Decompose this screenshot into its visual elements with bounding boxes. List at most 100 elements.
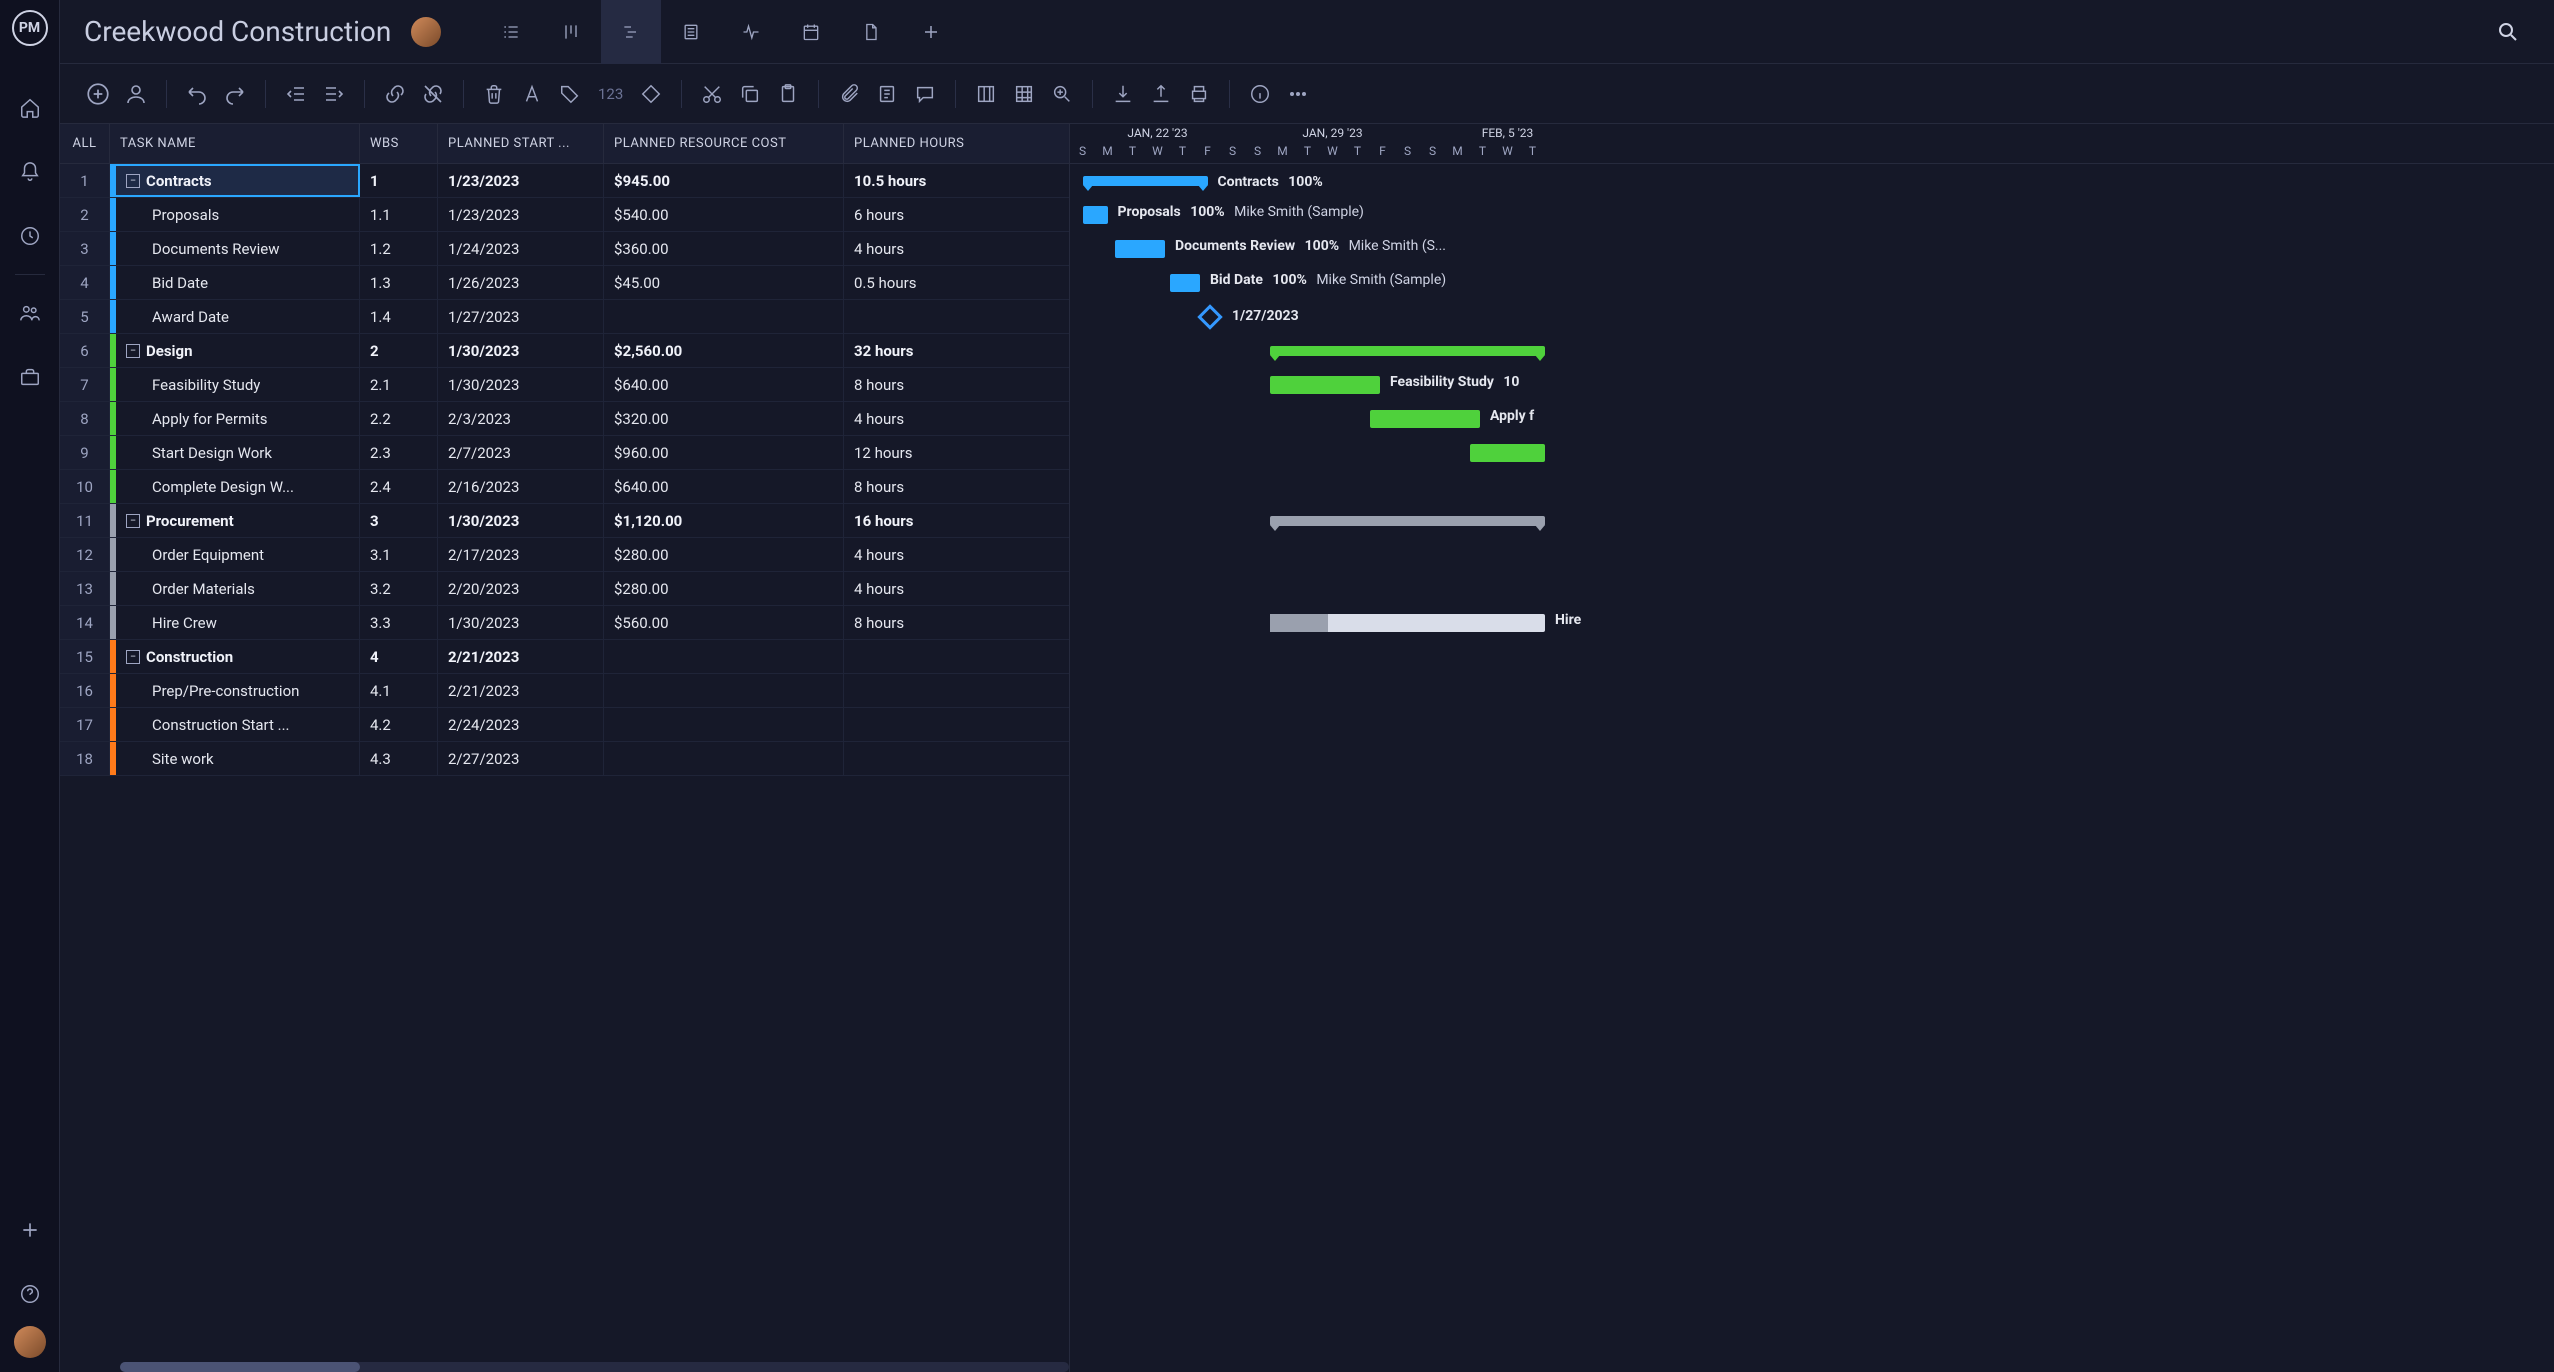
wbs-cell[interactable]: 2.1 <box>360 368 438 401</box>
start-date-cell[interactable]: 2/17/2023 <box>438 538 604 571</box>
start-date-cell[interactable]: 1/23/2023 <box>438 198 604 231</box>
task-row[interactable]: 6−Design21/30/2023$2,560.0032 hours <box>60 334 1069 368</box>
gantt-row[interactable] <box>1070 470 2554 504</box>
task-row[interactable]: 8Apply for Permits2.22/3/2023$320.004 ho… <box>60 402 1069 436</box>
task-name-cell[interactable]: Apply for Permits <box>110 402 360 435</box>
task-name-cell[interactable]: −Procurement <box>110 504 360 537</box>
collapse-toggle-icon[interactable]: − <box>126 174 140 188</box>
task-row[interactable]: 1−Contracts11/23/2023$945.0010.5 hours <box>60 164 1069 198</box>
col-hours[interactable]: PLANNED HOURS <box>844 124 1004 163</box>
gantt-task-bar[interactable] <box>1470 444 1545 462</box>
task-name-cell[interactable]: Proposals <box>110 198 360 231</box>
print-icon[interactable] <box>1185 80 1213 108</box>
cost-cell[interactable] <box>604 300 844 333</box>
task-row[interactable]: 9Start Design Work2.32/7/2023$960.0012 h… <box>60 436 1069 470</box>
grid-horizontal-scrollbar[interactable] <box>120 1362 1069 1372</box>
cost-cell[interactable]: $360.00 <box>604 232 844 265</box>
gantt-row[interactable]: Hire <box>1070 606 2554 640</box>
hours-cell[interactable]: 8 hours <box>844 606 1004 639</box>
paste-icon[interactable] <box>774 80 802 108</box>
person-icon[interactable] <box>122 80 150 108</box>
columns-icon[interactable] <box>972 80 1000 108</box>
hours-cell[interactable] <box>844 674 1004 707</box>
view-tab-sheet-icon[interactable] <box>661 0 721 64</box>
comment-icon[interactable] <box>911 80 939 108</box>
task-name-cell[interactable]: −Design <box>110 334 360 367</box>
trash-icon[interactable] <box>480 80 508 108</box>
more-icon[interactable] <box>1284 80 1312 108</box>
redo-icon[interactable] <box>221 80 249 108</box>
view-tab-board-icon[interactable] <box>541 0 601 64</box>
link-icon[interactable] <box>381 80 409 108</box>
collapse-toggle-icon[interactable]: − <box>126 650 140 664</box>
task-name-cell[interactable]: −Contracts <box>110 164 360 197</box>
task-row[interactable]: 10Complete Design W...2.42/16/2023$640.0… <box>60 470 1069 504</box>
start-date-cell[interactable]: 1/30/2023 <box>438 606 604 639</box>
cost-cell[interactable]: $320.00 <box>604 402 844 435</box>
gantt-task-bar[interactable]: Hire <box>1270 614 1545 632</box>
task-name-cell[interactable]: Bid Date <box>110 266 360 299</box>
task-name-cell[interactable]: Site work <box>110 742 360 775</box>
export-icon[interactable] <box>1147 80 1175 108</box>
import-icon[interactable] <box>1109 80 1137 108</box>
start-date-cell[interactable]: 2/27/2023 <box>438 742 604 775</box>
cost-cell[interactable] <box>604 674 844 707</box>
gantt-row[interactable]: Documents Review 100% Mike Smith (S... <box>1070 232 2554 266</box>
gantt-row[interactable]: Contracts 100% <box>1070 164 2554 198</box>
wbs-cell[interactable]: 2 <box>360 334 438 367</box>
gantt-row[interactable] <box>1070 334 2554 368</box>
gantt-row[interactable]: 1/27/2023 <box>1070 300 2554 334</box>
hours-cell[interactable] <box>844 300 1004 333</box>
hours-cell[interactable]: 4 hours <box>844 538 1004 571</box>
cost-cell[interactable]: $640.00 <box>604 470 844 503</box>
wbs-cell[interactable]: 1.3 <box>360 266 438 299</box>
task-row[interactable]: 14Hire Crew3.31/30/2023$560.008 hours <box>60 606 1069 640</box>
view-tab-activity-icon[interactable] <box>721 0 781 64</box>
gantt-summary-bar[interactable] <box>1270 516 1545 526</box>
task-name-cell[interactable]: Construction Start ... <box>110 708 360 741</box>
task-name-cell[interactable]: Prep/Pre-construction <box>110 674 360 707</box>
help-icon[interactable] <box>18 1282 42 1306</box>
task-row[interactable]: 17Construction Start ...4.22/24/2023 <box>60 708 1069 742</box>
task-row[interactable]: 7Feasibility Study2.11/30/2023$640.008 h… <box>60 368 1069 402</box>
outdent-icon[interactable] <box>282 80 310 108</box>
hours-cell[interactable]: 12 hours <box>844 436 1004 469</box>
collapse-toggle-icon[interactable]: − <box>126 344 140 358</box>
wbs-cell[interactable]: 2.3 <box>360 436 438 469</box>
wbs-cell[interactable]: 4 <box>360 640 438 673</box>
task-name-cell[interactable]: Hire Crew <box>110 606 360 639</box>
gantt-row[interactable] <box>1070 742 2554 776</box>
hours-cell[interactable] <box>844 742 1004 775</box>
zoom-icon[interactable] <box>1048 80 1076 108</box>
cost-cell[interactable]: $2,560.00 <box>604 334 844 367</box>
gantt-task-bar[interactable]: Apply f <box>1370 410 1480 428</box>
copy-icon[interactable] <box>736 80 764 108</box>
wbs-cell[interactable]: 3.2 <box>360 572 438 605</box>
gantt-milestone[interactable] <box>1197 304 1222 329</box>
start-date-cell[interactable]: 1/30/2023 <box>438 504 604 537</box>
cost-cell[interactable]: $45.00 <box>604 266 844 299</box>
undo-icon[interactable] <box>183 80 211 108</box>
wbs-cell[interactable]: 4.2 <box>360 708 438 741</box>
wbs-cell[interactable]: 4.3 <box>360 742 438 775</box>
cost-cell[interactable]: $280.00 <box>604 538 844 571</box>
task-name-cell[interactable]: Order Equipment <box>110 538 360 571</box>
gantt-summary-bar[interactable]: Contracts 100% <box>1083 176 1208 186</box>
wbs-cell[interactable]: 2.4 <box>360 470 438 503</box>
gantt-row[interactable] <box>1070 436 2554 470</box>
gantt-summary-bar[interactable] <box>1270 346 1545 356</box>
add-circle-icon[interactable] <box>84 80 112 108</box>
hours-cell[interactable]: 8 hours <box>844 470 1004 503</box>
wbs-cell[interactable]: 2.2 <box>360 402 438 435</box>
gantt-row[interactable] <box>1070 640 2554 674</box>
col-name[interactable]: TASK NAME <box>110 124 360 163</box>
start-date-cell[interactable]: 2/3/2023 <box>438 402 604 435</box>
text-style-icon[interactable] <box>518 80 546 108</box>
task-name-cell[interactable]: Feasibility Study <box>110 368 360 401</box>
gantt-row[interactable]: Feasibility Study 10 <box>1070 368 2554 402</box>
hours-cell[interactable]: 16 hours <box>844 504 1004 537</box>
cost-cell[interactable]: $640.00 <box>604 368 844 401</box>
start-date-cell[interactable]: 1/26/2023 <box>438 266 604 299</box>
task-row[interactable]: 3Documents Review1.21/24/2023$360.004 ho… <box>60 232 1069 266</box>
start-date-cell[interactable]: 2/7/2023 <box>438 436 604 469</box>
